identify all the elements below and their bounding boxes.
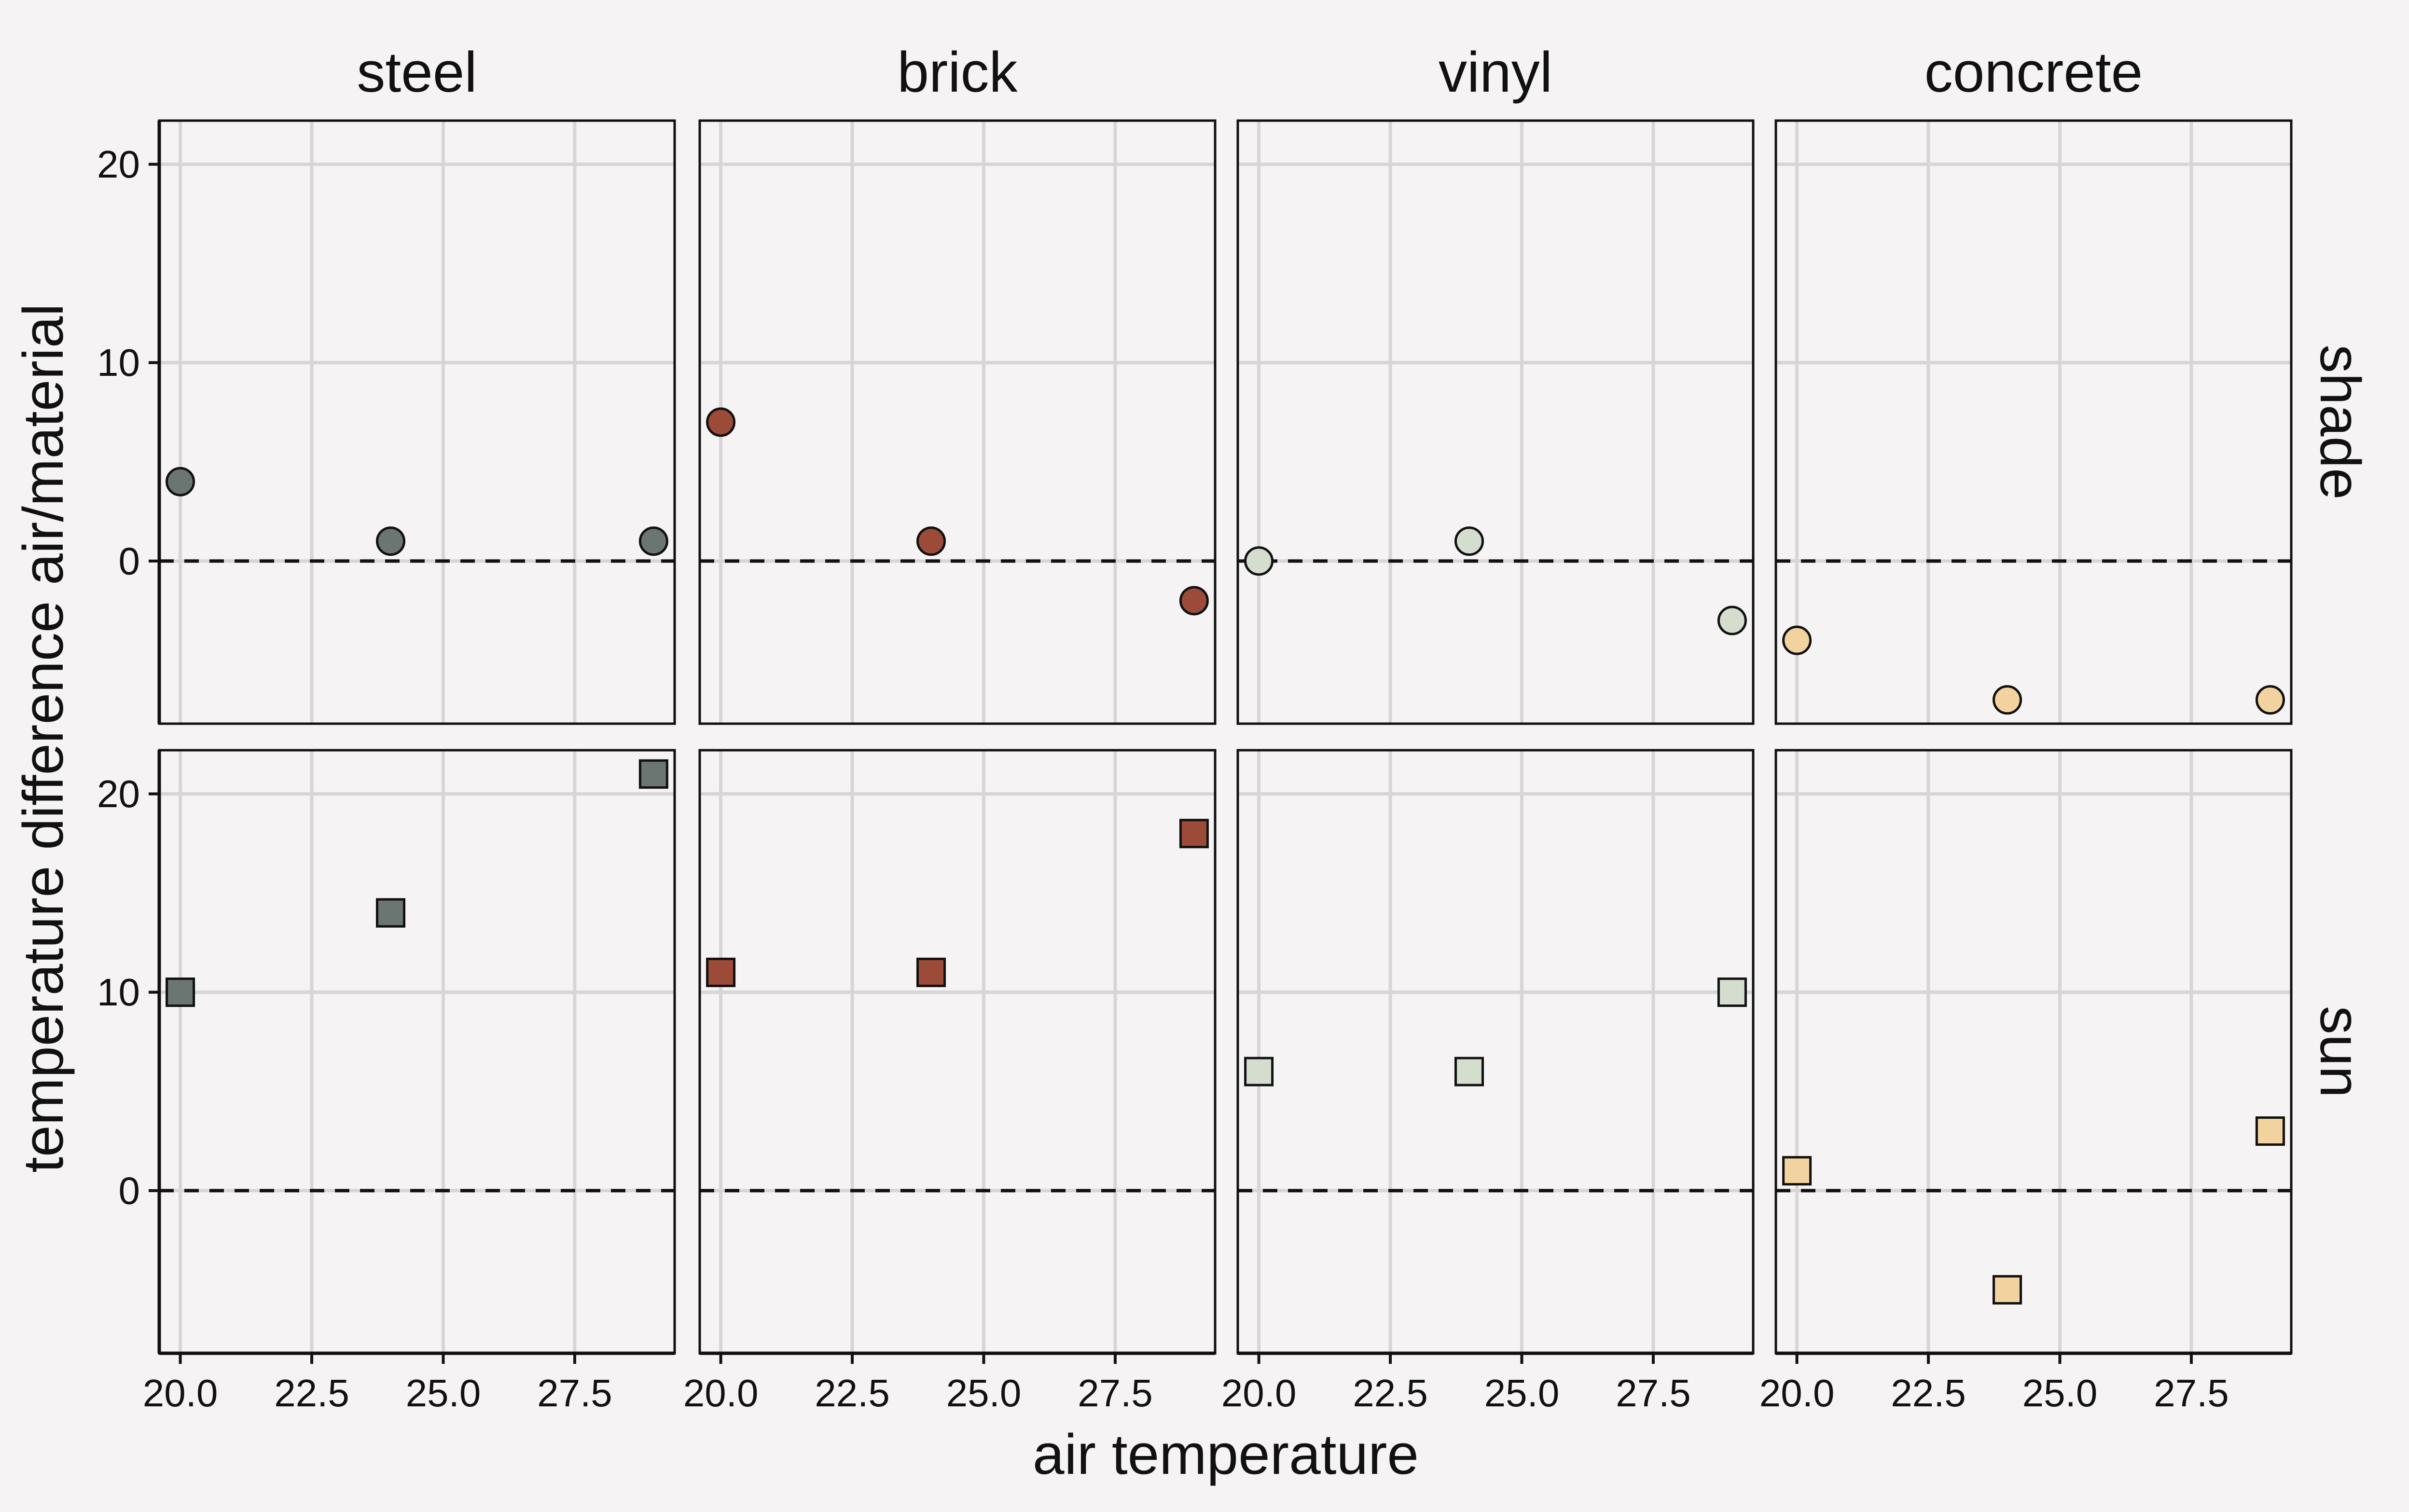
data-point-brick-shade-1 (706, 407, 736, 437)
panel-border (158, 749, 676, 1355)
data-point-steel-sun-2 (376, 898, 406, 928)
data-point-steel-sun-1 (166, 977, 195, 1007)
row-strip-label-sun: sun (2308, 1006, 2372, 1098)
data-point-vinyl-shade-2 (1454, 526, 1484, 556)
x-tick-label: 20.0 (143, 1372, 218, 1415)
data-point-steel-shade-3 (638, 526, 668, 556)
data-point-concrete-sun-1 (1782, 1156, 1812, 1186)
data-point-concrete-sun-3 (2255, 1116, 2285, 1146)
column-strip-label-concrete: concrete (1924, 41, 2143, 104)
panel-border (1774, 749, 2293, 1355)
y-tick-label: 0 (119, 539, 140, 582)
panel-vinyl-sun (1236, 749, 1755, 1355)
data-point-brick-sun-3 (1179, 819, 1209, 849)
column-strip-label-steel: steel (357, 41, 477, 104)
data-point-vinyl-shade-3 (1717, 605, 1747, 635)
y-tick-label: 10 (97, 971, 140, 1014)
panel-concrete-shade (1774, 119, 2293, 725)
data-point-brick-shade-2 (916, 526, 946, 556)
panel-border (1236, 749, 1755, 1355)
panel-brick-shade (698, 119, 1217, 725)
x-tick-label: 20.0 (1759, 1372, 1835, 1415)
x-tick-label: 25.0 (1484, 1372, 1560, 1415)
data-point-concrete-shade-3 (2255, 685, 2285, 715)
x-tick-label: 25.0 (2022, 1372, 2098, 1415)
panel-border (698, 119, 1217, 725)
x-tick-label: 22.5 (815, 1372, 890, 1415)
x-tick-label: 25.0 (406, 1372, 481, 1415)
panel-border (158, 119, 676, 725)
data-point-brick-sun-2 (916, 958, 946, 988)
column-strip-label-brick: brick (897, 41, 1018, 104)
data-point-concrete-shade-1 (1782, 625, 1812, 655)
row-strip-label-shade: shade (2308, 344, 2372, 500)
data-point-vinyl-sun-2 (1454, 1057, 1484, 1086)
y-tick-label: 20 (97, 143, 140, 186)
data-point-steel-shade-1 (166, 467, 195, 496)
data-point-vinyl-sun-1 (1244, 1057, 1274, 1086)
panel-brick-sun (698, 749, 1217, 1355)
data-point-brick-shade-3 (1179, 586, 1209, 616)
data-point-steel-sun-3 (638, 759, 668, 789)
data-point-steel-shade-2 (376, 526, 406, 556)
panel-steel-shade (158, 119, 676, 725)
x-tick-label: 22.5 (274, 1372, 349, 1415)
panel-steel-sun (158, 749, 676, 1355)
panel-border (1236, 119, 1755, 725)
panel-border (698, 749, 1217, 1355)
panel-border (1774, 119, 2293, 725)
data-point-concrete-shade-2 (1993, 685, 2022, 715)
y-axis-label: temperature difference air/material (12, 303, 75, 1172)
x-axis-label: air temperature (1033, 1423, 1419, 1486)
y-tick-label: 20 (97, 772, 140, 815)
data-point-vinyl-shade-1 (1244, 546, 1274, 576)
column-strip-label-vinyl: vinyl (1439, 41, 1552, 104)
x-tick-label: 27.5 (1616, 1372, 1691, 1415)
panel-vinyl-shade (1236, 119, 1755, 725)
y-tick-label: 10 (97, 341, 140, 384)
x-tick-label: 27.5 (2154, 1372, 2229, 1415)
data-point-vinyl-sun-3 (1717, 977, 1747, 1007)
x-tick-label: 27.5 (537, 1372, 612, 1415)
x-tick-label: 20.0 (683, 1372, 759, 1415)
panel-concrete-sun (1774, 749, 2293, 1355)
x-tick-label: 22.5 (1353, 1372, 1428, 1415)
data-point-concrete-sun-2 (1993, 1275, 2022, 1305)
x-tick-label: 22.5 (1891, 1372, 1966, 1415)
y-tick-label: 0 (119, 1169, 140, 1212)
x-tick-label: 25.0 (946, 1372, 1022, 1415)
x-tick-label: 27.5 (1078, 1372, 1153, 1415)
data-point-brick-sun-1 (706, 958, 736, 988)
x-tick-label: 20.0 (1221, 1372, 1297, 1415)
panels: steel brick vinyl concrete shade sun 0 10 20 0 10 2… (97, 41, 2372, 1415)
